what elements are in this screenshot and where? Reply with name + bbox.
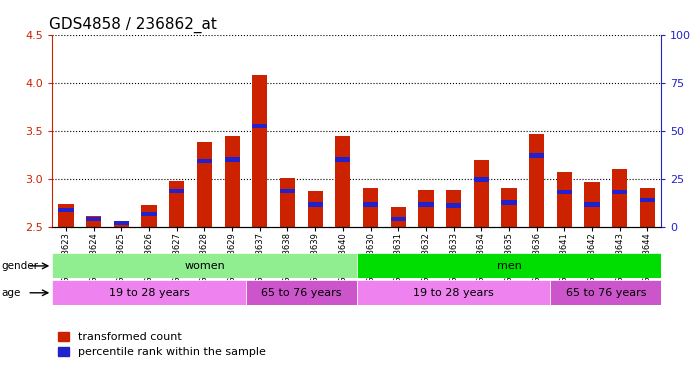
Bar bbox=[640, 197, 655, 202]
Bar bbox=[197, 142, 212, 227]
Text: GDS4858 / 236862_at: GDS4858 / 236862_at bbox=[49, 17, 217, 33]
Text: women: women bbox=[184, 261, 225, 271]
Bar bbox=[612, 169, 627, 227]
Bar bbox=[474, 177, 489, 182]
Bar bbox=[86, 217, 102, 221]
Bar bbox=[141, 212, 157, 216]
Bar bbox=[557, 172, 572, 227]
Text: 65 to 76 years: 65 to 76 years bbox=[261, 288, 342, 298]
Text: 19 to 28 years: 19 to 28 years bbox=[109, 288, 189, 298]
Text: age: age bbox=[1, 288, 21, 298]
Bar bbox=[356, 280, 551, 305]
Bar bbox=[390, 217, 406, 221]
Bar bbox=[446, 190, 461, 227]
Bar bbox=[418, 190, 434, 227]
Bar bbox=[52, 280, 246, 305]
Bar bbox=[280, 178, 295, 227]
Bar bbox=[501, 200, 516, 205]
Bar bbox=[585, 182, 600, 227]
Bar bbox=[246, 280, 356, 305]
Legend: transformed count, percentile rank within the sample: transformed count, percentile rank withi… bbox=[58, 332, 266, 357]
Bar bbox=[501, 188, 516, 227]
Bar bbox=[113, 220, 129, 225]
Bar bbox=[529, 134, 544, 227]
Text: men: men bbox=[496, 261, 521, 271]
Bar bbox=[446, 203, 461, 208]
Bar bbox=[557, 190, 572, 194]
Bar bbox=[356, 253, 661, 278]
Bar bbox=[58, 208, 74, 212]
Bar bbox=[141, 205, 157, 227]
Bar bbox=[640, 188, 655, 227]
Bar bbox=[280, 189, 295, 193]
Bar bbox=[529, 153, 544, 158]
Bar bbox=[363, 202, 378, 207]
Bar bbox=[225, 157, 239, 162]
Bar bbox=[363, 188, 378, 227]
Bar bbox=[551, 280, 661, 305]
Bar bbox=[86, 216, 102, 227]
Bar bbox=[252, 75, 267, 227]
Bar bbox=[335, 136, 351, 227]
Bar bbox=[308, 202, 323, 207]
Text: gender: gender bbox=[1, 261, 38, 271]
Bar bbox=[585, 202, 600, 207]
Text: 19 to 28 years: 19 to 28 years bbox=[413, 288, 494, 298]
Bar bbox=[58, 205, 74, 227]
Bar bbox=[335, 157, 351, 162]
Bar bbox=[52, 253, 356, 278]
Bar bbox=[113, 222, 129, 227]
Bar bbox=[225, 136, 239, 227]
Bar bbox=[474, 161, 489, 227]
Bar bbox=[418, 202, 434, 207]
Bar bbox=[252, 124, 267, 128]
Bar bbox=[169, 189, 184, 193]
Text: 65 to 76 years: 65 to 76 years bbox=[566, 288, 646, 298]
Bar bbox=[390, 207, 406, 227]
Bar bbox=[169, 182, 184, 227]
Bar bbox=[197, 159, 212, 164]
Bar bbox=[308, 191, 323, 227]
Bar bbox=[612, 190, 627, 194]
